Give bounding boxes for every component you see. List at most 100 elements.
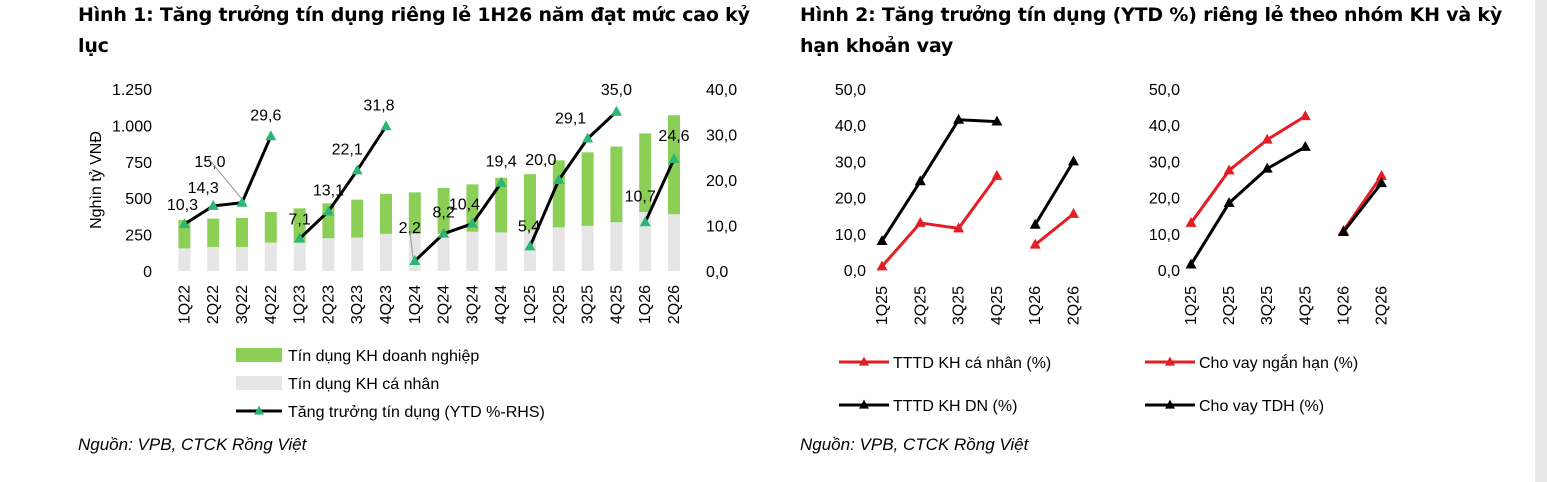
x-tick-label: 3Q24 (464, 285, 481, 324)
bar-individual (639, 212, 652, 271)
scrollbar-strip[interactable] (1535, 0, 1547, 482)
growth-data-label: 7,1 (288, 212, 310, 229)
legend-label: TTTD KH cá nhân (%) (893, 355, 1051, 372)
bar-corporate (552, 160, 565, 228)
growth-data-label: 15,0 (194, 154, 225, 171)
growth-marker (207, 199, 219, 210)
y2-tick-label: 0,0 (706, 264, 728, 281)
legend-swatch-corporate (236, 348, 282, 362)
growth-data-label: 10,4 (449, 197, 480, 214)
growth-data-label: 2,2 (399, 220, 421, 237)
x-tick-label: 4Q22 (263, 285, 280, 324)
series-marker (1261, 133, 1273, 144)
bar-corporate (610, 146, 623, 223)
series-marker (1068, 207, 1079, 218)
x-tick-label: 1Q24 (407, 285, 424, 324)
bar-individual (466, 231, 479, 271)
x-tick-label: 1Q26 (637, 285, 654, 324)
growth-marker (639, 216, 651, 227)
growth-line-segment (413, 181, 503, 263)
x-tick-label: 4Q23 (378, 285, 395, 324)
series-marker (914, 175, 926, 186)
growth-marker (524, 240, 536, 251)
series-marker (1223, 197, 1235, 207)
legend-marker (859, 399, 869, 409)
series-marker (1261, 162, 1273, 173)
series-line-segment (1033, 160, 1075, 226)
y2-tick-label: 40,0 (706, 82, 737, 99)
growth-data-label: 10,3 (167, 197, 198, 214)
x-tick-label: 3Q23 (349, 285, 366, 324)
growth-marker (409, 255, 421, 265)
growth-data-label: 14,3 (188, 180, 219, 197)
growth-data-label: 19,4 (486, 154, 517, 171)
bar-individual (668, 214, 680, 271)
series-line-segment (880, 174, 999, 268)
legend-label: Cho vay ngắn hạn (%) (1199, 353, 1358, 372)
bar-individual (322, 238, 335, 271)
series-marker (876, 260, 888, 271)
bar-corporate (380, 193, 392, 234)
x-tick-label: 1Q26 (1027, 286, 1044, 325)
bar-individual (610, 222, 623, 271)
bar-corporate (639, 133, 652, 213)
x-tick-label: 1Q25 (522, 285, 539, 324)
series-marker (953, 222, 965, 233)
bar-individual (236, 246, 248, 271)
y-tick-label: 50,0 (1149, 82, 1180, 99)
figure2-source: Nguồn: VPB, CTCK Rồng Việt (800, 435, 1029, 454)
series-marker (1185, 217, 1197, 227)
bar-corporate (351, 199, 364, 238)
y-tick-label: 20,0 (1149, 191, 1180, 208)
series-line-segment (1189, 145, 1307, 266)
x-tick-label: 3Q22 (234, 285, 251, 324)
bar-corporate (408, 192, 421, 234)
series-marker (1376, 169, 1387, 180)
growth-data-label: 24,6 (658, 128, 689, 145)
growth-data-label: 29,6 (250, 107, 281, 124)
bar-corporate (236, 217, 248, 247)
growth-marker (466, 217, 478, 228)
bar-corporate (437, 188, 450, 234)
bar-individual (380, 233, 392, 271)
series-marker (1299, 140, 1311, 151)
y-tick-label: 40,0 (835, 118, 866, 135)
x-tick-label: 1Q26 (1335, 286, 1352, 325)
growth-line-segment (183, 135, 273, 226)
y-tick-label: 40,0 (1149, 118, 1180, 135)
legend-marker-growth (254, 405, 264, 415)
y-tick-label: 1.000 (112, 118, 152, 135)
growth-data-label: 20,0 (525, 152, 556, 169)
figure1-title: Hình 1: Tăng trưởng tín dụng riêng lẻ 1H… (78, 4, 750, 57)
series-line-segment (1189, 114, 1307, 224)
x-tick-label: 2Q25 (1221, 286, 1238, 325)
figure2-title: Hình 2: Tăng trưởng tín dụng (YTD %) riê… (800, 4, 1503, 57)
y-tick-label: 30,0 (835, 154, 866, 171)
x-tick-label: 2Q25 (912, 286, 929, 325)
series-line-segment (1034, 212, 1075, 246)
x-tick-label: 1Q23 (292, 285, 309, 324)
growth-marker (322, 205, 334, 216)
growth-data-label: 10,7 (625, 188, 656, 205)
x-tick-label: 3Q25 (580, 285, 597, 324)
bar-individual (552, 227, 565, 271)
growth-data-label: 5,4 (518, 218, 540, 235)
series-marker (1029, 238, 1041, 249)
x-tick-label: 4Q25 (1297, 286, 1314, 325)
legend-label: Cho vay TDH (%) (1199, 398, 1324, 415)
growth-marker (438, 227, 450, 238)
y-tick-label: 0,0 (844, 263, 866, 280)
label-leader-line (207, 157, 242, 199)
growth-line-segment (643, 158, 676, 223)
growth-marker (495, 176, 507, 187)
x-tick-label: 4Q25 (989, 286, 1006, 325)
x-tick-label: 1Q25 (874, 286, 891, 325)
growth-marker (582, 132, 594, 143)
label-leader-line (409, 231, 414, 259)
legend-marker (1165, 399, 1175, 409)
bar-individual (178, 248, 191, 271)
series-marker (1337, 226, 1349, 236)
growth-line-segment (298, 125, 388, 240)
bar-individual (437, 233, 450, 271)
